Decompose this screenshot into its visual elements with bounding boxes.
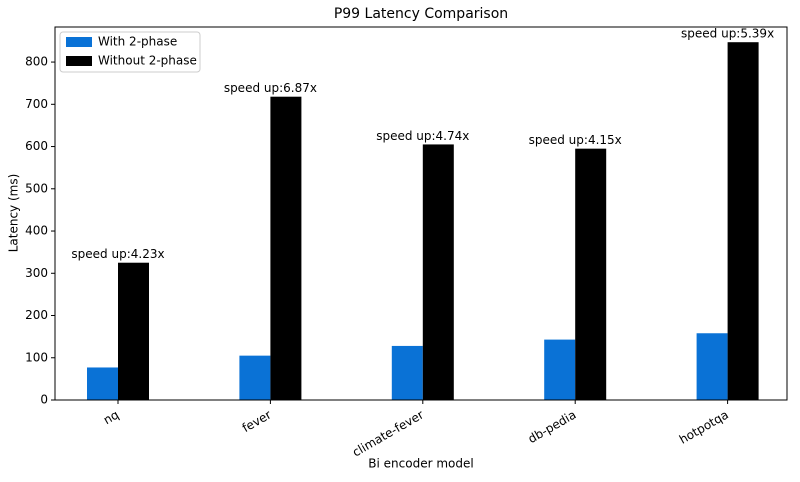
plot-frame	[54, 26, 788, 401]
x-tick-label: climate-fever	[350, 407, 426, 459]
y-tick-label: 300	[25, 266, 48, 280]
annotation: speed up:4.15x	[529, 133, 622, 147]
bar	[239, 355, 271, 400]
annotation: speed up:4.23x	[71, 247, 164, 261]
bar	[422, 144, 454, 400]
y-tick-label: 100	[25, 350, 48, 364]
y-tick-label: 700	[25, 97, 48, 111]
legend-swatch	[66, 56, 92, 66]
annotation: speed up:6.87x	[224, 81, 317, 95]
legend-label: Without 2-phase	[98, 54, 197, 68]
bar	[575, 148, 607, 400]
x-axis-label: Bi encoder model	[368, 457, 473, 471]
chart-title: P99 Latency Comparison	[334, 6, 508, 22]
legend-label: With 2-phase	[98, 35, 177, 49]
y-tick-label: 400	[25, 224, 48, 238]
x-tick-label: hotpotqa	[677, 408, 731, 447]
annotation: speed up:4.74x	[376, 129, 469, 143]
annotation: speed up:5.39x	[681, 27, 774, 41]
y-tick-label: 200	[25, 308, 48, 322]
bar	[87, 367, 118, 400]
bar	[696, 333, 728, 400]
x-tick-label: nq	[101, 408, 121, 428]
bar	[391, 345, 423, 400]
y-tick-label: 600	[25, 139, 48, 153]
legend-swatch	[66, 37, 92, 47]
bar	[544, 339, 576, 400]
bar	[727, 42, 759, 401]
y-tick-label: 500	[25, 181, 48, 195]
bar	[118, 262, 149, 400]
legend-box	[59, 31, 201, 73]
y-tick-label: 800	[25, 55, 48, 69]
x-tick-label: db-pedia	[526, 408, 579, 447]
x-tick-label: fever	[240, 407, 274, 435]
y-tick-label: 0	[40, 393, 48, 407]
bar	[270, 96, 302, 400]
y-axis-label: Latency (ms)	[7, 174, 21, 253]
